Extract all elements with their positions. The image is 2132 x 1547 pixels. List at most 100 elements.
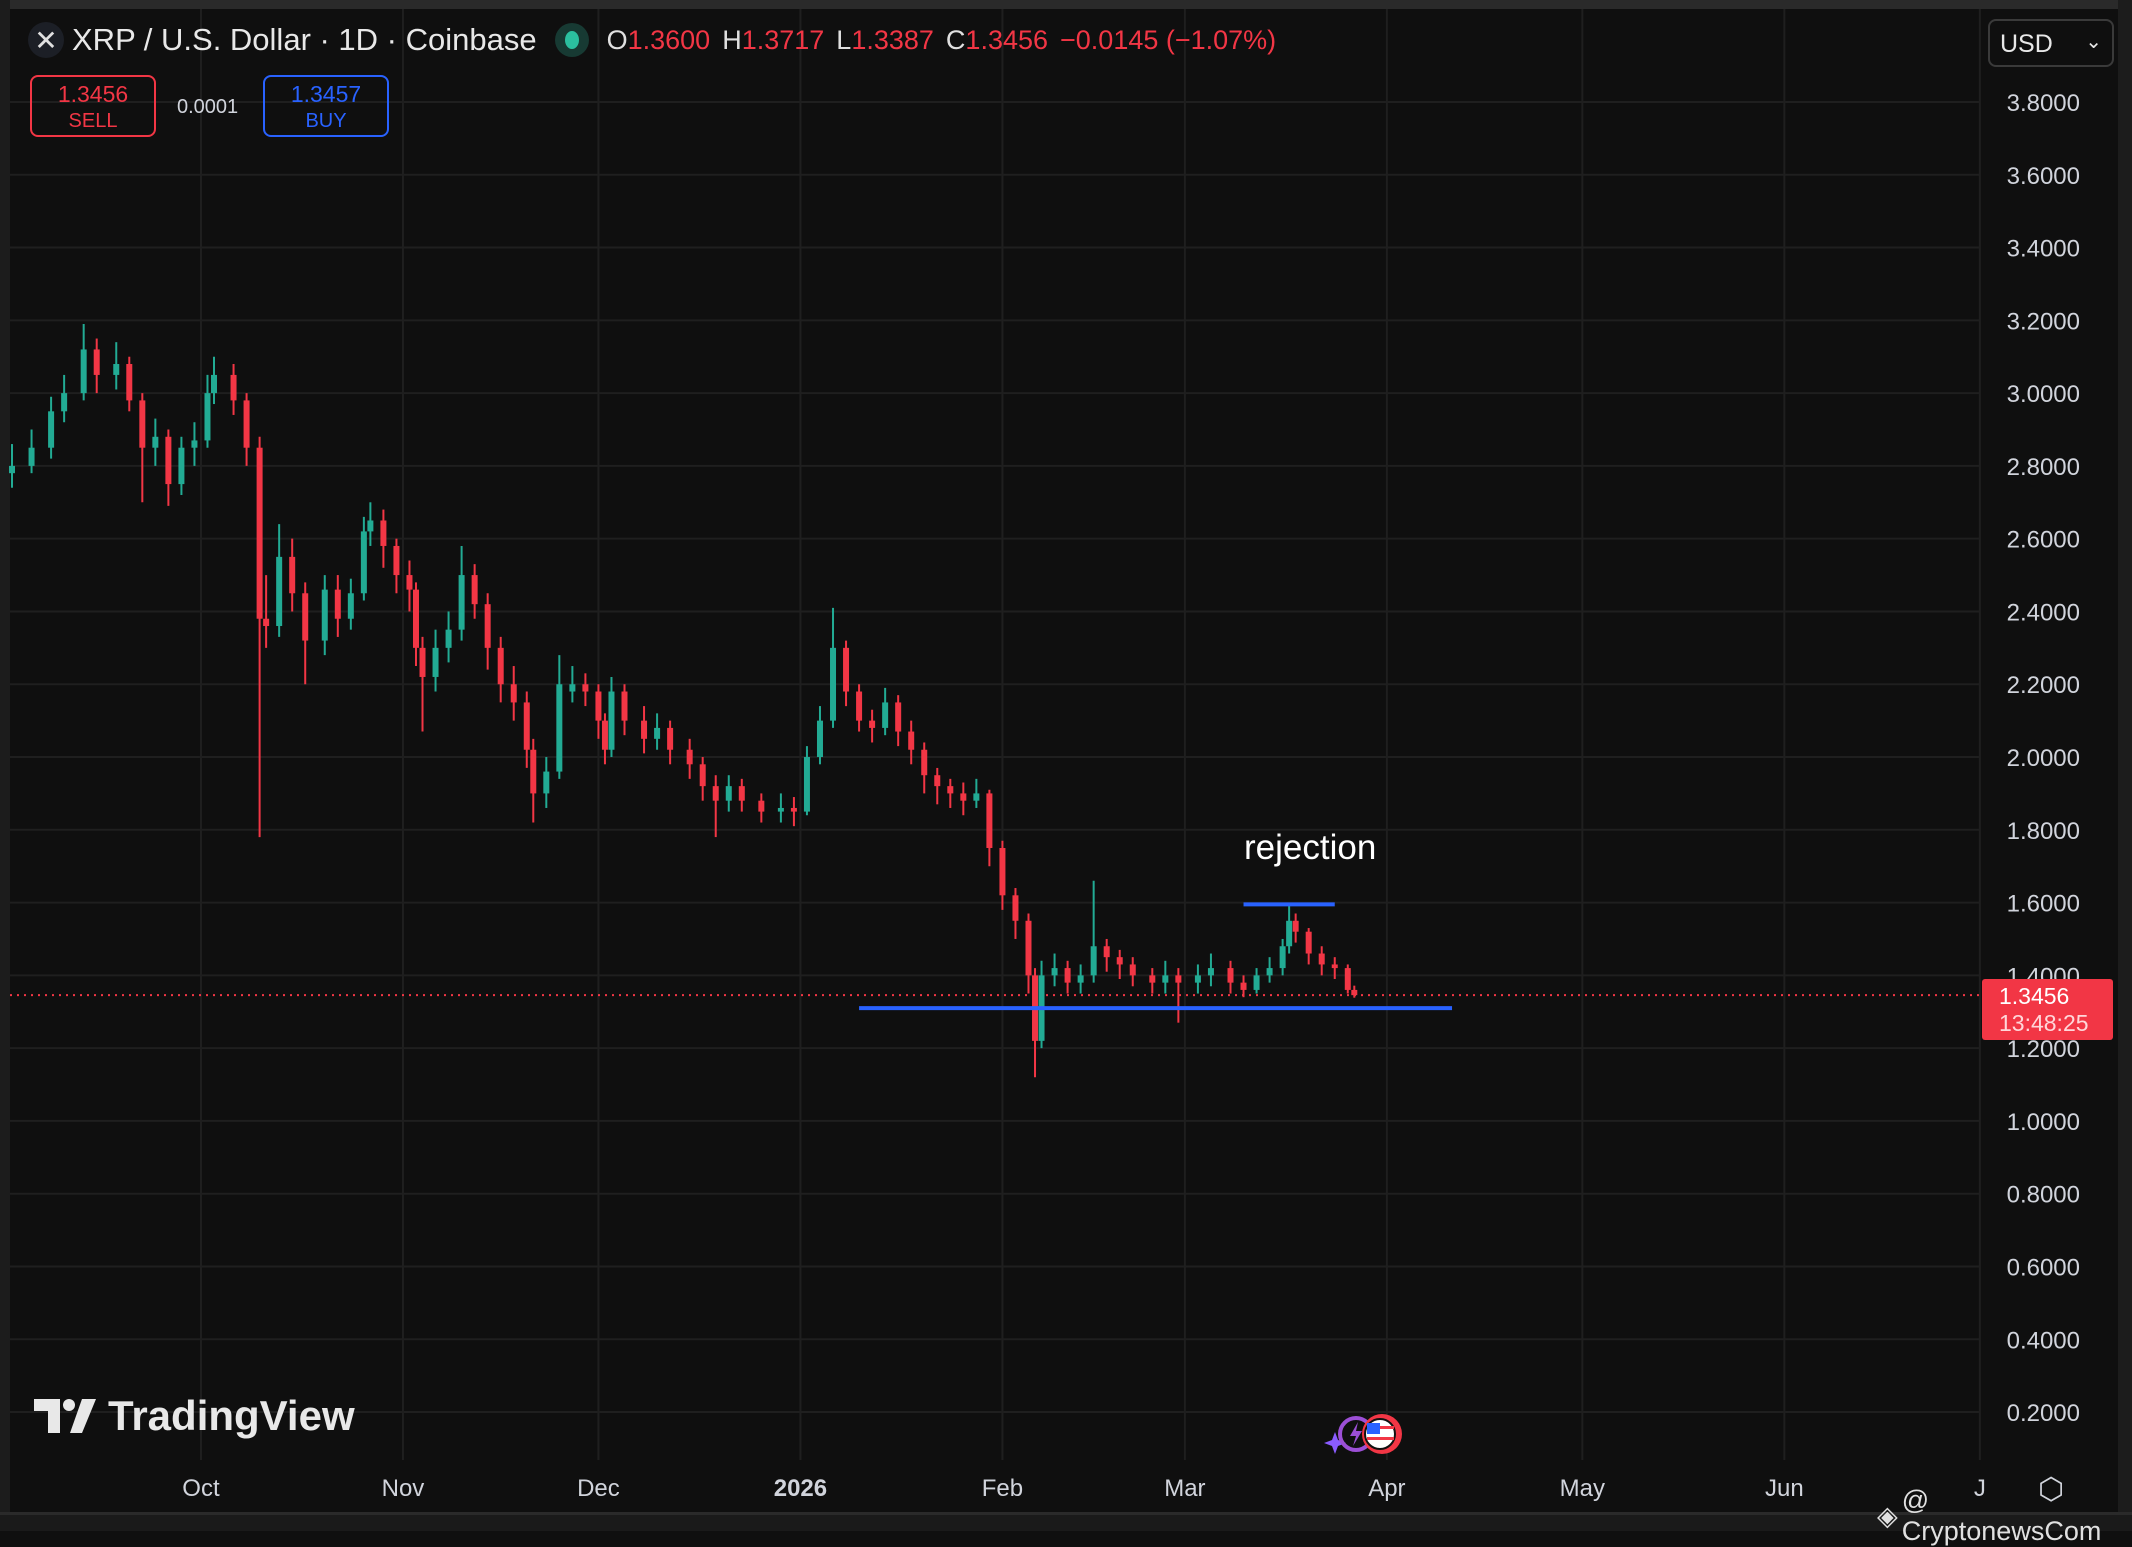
candle[interactable] xyxy=(790,797,797,827)
candle[interactable] xyxy=(1240,975,1247,998)
candle[interactable] xyxy=(458,545,465,641)
rejection-annotation[interactable]: rejection xyxy=(1244,828,1377,867)
candle[interactable] xyxy=(48,396,55,459)
candle[interactable] xyxy=(667,720,674,765)
scrollbar[interactable] xyxy=(2118,0,2132,1528)
candle[interactable] xyxy=(1292,913,1299,943)
candle[interactable] xyxy=(471,564,478,619)
candle[interactable] xyxy=(830,607,837,728)
candle[interactable] xyxy=(1077,964,1084,994)
candle[interactable] xyxy=(1032,968,1039,1078)
candle[interactable] xyxy=(1253,968,1260,994)
candle[interactable] xyxy=(204,374,211,448)
candle[interactable] xyxy=(93,338,100,394)
candle[interactable] xyxy=(113,342,120,390)
candle[interactable] xyxy=(230,364,237,415)
settings-icon[interactable]: ⬡ xyxy=(2038,1473,2065,1506)
candle[interactable] xyxy=(1207,953,1214,987)
candle[interactable] xyxy=(1286,902,1293,954)
candle[interactable] xyxy=(1129,957,1136,987)
candle[interactable] xyxy=(908,720,915,765)
candle[interactable] xyxy=(803,746,810,816)
candle[interactable] xyxy=(178,436,185,496)
candle[interactable] xyxy=(758,793,765,823)
candle[interactable] xyxy=(1025,913,1032,994)
candle[interactable] xyxy=(432,629,439,692)
candle[interactable] xyxy=(973,778,980,808)
candle[interactable] xyxy=(393,538,400,594)
candle[interactable] xyxy=(210,356,217,405)
candle[interactable] xyxy=(816,706,823,765)
candle[interactable] xyxy=(1103,938,1110,972)
buy-button[interactable]: 1.3457 BUY xyxy=(263,75,389,137)
candle[interactable] xyxy=(445,611,452,663)
candle[interactable] xyxy=(556,655,563,779)
candle[interactable] xyxy=(334,575,341,637)
candle[interactable] xyxy=(152,418,159,466)
candle[interactable] xyxy=(725,775,732,812)
candle[interactable] xyxy=(412,582,419,667)
candle[interactable] xyxy=(484,593,491,670)
candle[interactable] xyxy=(641,706,648,754)
candle[interactable] xyxy=(1090,880,1097,983)
candle[interactable] xyxy=(738,778,745,812)
candle[interactable] xyxy=(28,429,35,474)
candle[interactable] xyxy=(1064,960,1071,994)
candle[interactable] xyxy=(530,738,537,823)
candle[interactable] xyxy=(243,393,250,466)
candle[interactable] xyxy=(406,560,413,612)
candle[interactable] xyxy=(1331,957,1338,979)
symbol-title[interactable]: XRP / U.S. Dollar · 1D · Coinbase xyxy=(72,22,537,57)
candle[interactable] xyxy=(1279,938,1286,976)
candle[interactable] xyxy=(686,738,693,779)
candle[interactable] xyxy=(256,436,263,838)
candle[interactable] xyxy=(165,429,172,506)
candle[interactable] xyxy=(1012,888,1019,939)
candle[interactable] xyxy=(843,640,850,707)
candle[interactable] xyxy=(523,691,530,768)
candle[interactable] xyxy=(777,793,784,823)
candle[interactable] xyxy=(263,575,270,648)
candle[interactable] xyxy=(497,636,504,703)
candle[interactable] xyxy=(80,323,87,401)
candle[interactable] xyxy=(1116,949,1123,979)
candle[interactable] xyxy=(1038,960,1045,1049)
candle[interactable] xyxy=(986,789,993,867)
sell-button[interactable]: 1.3456 SELL xyxy=(30,75,156,137)
candle[interactable] xyxy=(1051,953,1058,987)
candle[interactable] xyxy=(1149,968,1156,994)
candle[interactable] xyxy=(1305,928,1312,965)
candle[interactable] xyxy=(1194,964,1201,994)
candle[interactable] xyxy=(608,676,615,758)
candle[interactable] xyxy=(569,666,576,703)
candle[interactable] xyxy=(999,840,1006,910)
candle[interactable] xyxy=(595,684,602,739)
candle[interactable] xyxy=(947,778,954,808)
candle[interactable] xyxy=(139,393,146,503)
candle[interactable] xyxy=(601,713,608,765)
us-flag-event-icon[interactable] xyxy=(1362,1414,1402,1454)
candle[interactable] xyxy=(654,713,661,750)
candle[interactable] xyxy=(543,757,550,808)
candle[interactable] xyxy=(510,666,517,721)
candle[interactable] xyxy=(289,538,296,612)
candle[interactable] xyxy=(347,578,354,630)
currency-select[interactable]: USD ⌄ xyxy=(1988,19,2114,67)
candle[interactable] xyxy=(856,684,863,732)
candle[interactable] xyxy=(191,422,198,466)
candle[interactable] xyxy=(1351,985,1358,998)
candle[interactable] xyxy=(321,575,328,656)
candle[interactable] xyxy=(360,516,367,601)
close-icon[interactable]: ✕ xyxy=(28,22,64,58)
candle[interactable] xyxy=(895,695,902,747)
candle[interactable] xyxy=(1162,960,1169,994)
candle[interactable] xyxy=(1175,968,1182,1023)
economic-events[interactable] xyxy=(1322,1410,1412,1465)
candle[interactable] xyxy=(1344,964,1351,994)
candle[interactable] xyxy=(380,509,387,568)
candle[interactable] xyxy=(1227,960,1234,994)
candle[interactable] xyxy=(126,356,133,412)
candle[interactable] xyxy=(699,757,706,801)
candle[interactable] xyxy=(621,684,628,736)
